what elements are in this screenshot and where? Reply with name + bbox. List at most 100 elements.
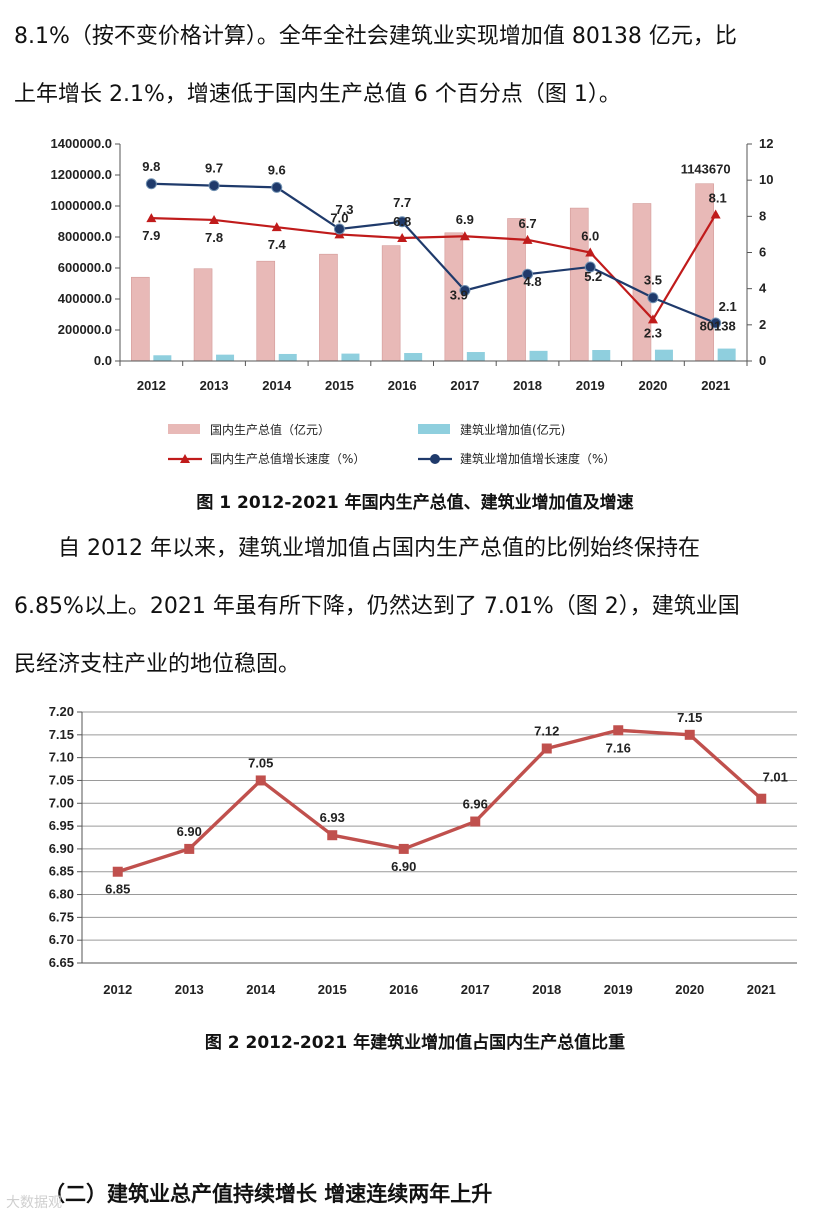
ratio-marker (255, 775, 266, 786)
gdp-growth-marker (647, 314, 658, 324)
ratio-line (117, 728, 763, 874)
y-right-tick-label: 12 (759, 136, 773, 151)
y-left-tick-label: 600000.0 (58, 260, 112, 275)
ratio-data-label: 7.05 (248, 755, 273, 770)
gdp-bar (193, 268, 213, 362)
construction-growth-data-label: 2.1 (719, 299, 737, 314)
y-tick-label: 7.20 (49, 704, 74, 719)
ratio-marker (470, 816, 481, 827)
construction-growth-marker (459, 284, 471, 296)
gdp-bar (319, 253, 338, 362)
construction-growth-marker (584, 261, 596, 273)
y-tick-label: 6.85 (49, 864, 74, 879)
construction-bar (278, 353, 297, 361)
y-tick-label: 6.95 (49, 818, 74, 833)
gdp-growth-data-label: 7.0 (330, 210, 348, 225)
construction-growth-marker (145, 178, 157, 190)
ratio-marker (541, 743, 552, 754)
construction-growth-data-label: 9.6 (268, 162, 286, 177)
y-left-tick-label: 400000.0 (58, 291, 112, 306)
construction-growth-line (151, 182, 717, 325)
ratio-data-label: 6.96 (463, 797, 488, 812)
ratio-marker (756, 793, 767, 804)
gdp-growth-marker (271, 222, 282, 232)
gdp-growth-data-label: 6.9 (456, 212, 474, 227)
construction-bar (404, 353, 423, 361)
y-right-tick-label: 8 (759, 208, 766, 223)
construction-growth-marker (522, 268, 534, 280)
figure-2-caption: 图 2 2012-2021 年建筑业增加值占国内生产总值比重 (204, 1033, 626, 1053)
ratio-marker (184, 843, 195, 854)
x-tick-label: 2012 (137, 378, 166, 393)
watermark-text: 大数据观 (6, 1195, 62, 1211)
y-tick-label: 6.90 (49, 841, 74, 856)
construction-growth-data-label: 7.3 (335, 202, 353, 217)
legend-marker (430, 454, 440, 464)
figure-2-chart: 6.65 6.70 6.75 6.80 6.85 6.90 6.95 7.00 7.05 7.10… (0, 700, 830, 1010)
x-tick-label: 2018 (513, 378, 542, 393)
section-heading: （二）建筑业总产值持续增长 增速连续两年上升 (44, 1182, 493, 1206)
paragraph-1-line-1: 8.1%（按不变价格计算）。全年全社会建筑业实现增加值 80138 亿元，比 (14, 24, 737, 49)
ratio-data-label: 7.16 (606, 740, 631, 755)
y-left-tick-label: 800000.0 (58, 229, 112, 244)
paragraph-1-line-2: 上年增长 2.1%，增速低于国内生产总值 6 个百分点（图 1）。 (14, 82, 621, 107)
ratio-data-label: 6.93 (320, 810, 345, 825)
ratio-data-label: 6.90 (177, 824, 202, 839)
ratio-marker (327, 830, 338, 841)
x-tick-label: 2020 (675, 982, 704, 997)
x-tick-label: 2017 (450, 378, 479, 393)
paragraph-2-line-2: 6.85%以上。2021 年虽有所下降，仍然达到了 7.01%（图 2），建筑业… (14, 594, 740, 619)
x-tick-label: 2013 (200, 378, 229, 393)
construction-bar (529, 350, 548, 361)
y-right-tick-label: 4 (759, 281, 767, 296)
paragraph-1: 8.1%（按不变价格计算）。全年全社会建筑业实现增加值 80138 亿元，比 上… (14, 8, 818, 124)
construction-bar (216, 354, 235, 361)
x-tick-label: 2020 (638, 378, 667, 393)
gdp-growth-data-label: 2.3 (644, 325, 662, 340)
construction-growth-data-label: 3.5 (644, 273, 662, 288)
figure-1-chart: 0.0 200000.0 400000.0 600000.0 800000.0 10000… (0, 128, 830, 478)
x-tick-label: 2014 (246, 982, 276, 997)
construction-growth-marker (710, 317, 722, 329)
construction-growth-data-label: 9.8 (142, 159, 160, 174)
x-tick-label: 2021 (701, 378, 730, 393)
x-tick-label: 2015 (318, 982, 347, 997)
ratio-marker (112, 866, 123, 877)
gdp-bar (695, 183, 714, 362)
x-tick-label: 2019 (576, 378, 605, 393)
y-right-tick-label: 0 (759, 353, 766, 368)
x-tick-label: 2021 (747, 982, 776, 997)
y-right-tick-label: 10 (759, 172, 773, 187)
y-left-tick-label: 200000.0 (58, 322, 112, 337)
ratio-data-label: 6.85 (105, 882, 130, 897)
legend-label: 建筑业增加值增长速度（%） (460, 451, 615, 466)
legend-swatch (168, 424, 200, 434)
x-tick-label: 2017 (461, 982, 490, 997)
gdp-growth-data-label: 6.7 (519, 216, 537, 231)
y-tick-label: 7.00 (49, 795, 74, 810)
paragraph-2-line-1: 自 2012 年以来，建筑业增加值占国内生产总值的比例始终保持在 (58, 536, 700, 561)
construction-growth-marker (396, 216, 408, 228)
y-tick-label: 6.70 (49, 932, 74, 947)
gdp-growth-marker (522, 234, 533, 244)
construction-bar (592, 350, 611, 361)
x-tick-label: 2014 (262, 378, 292, 393)
y-left-tick-label: 1400000.0 (51, 136, 112, 151)
gdp-growth-marker (459, 231, 470, 241)
chart-2-background (0, 700, 830, 1010)
gdp-bar (256, 260, 276, 362)
y-tick-label: 6.65 (49, 955, 74, 970)
legend-label: 国内生产总值增长速度（%） (210, 451, 365, 466)
y-tick-label: 6.75 (49, 909, 74, 924)
gdp-growth-data-label: 7.9 (142, 228, 160, 243)
construction-bar (153, 355, 172, 361)
y-tick-label: 7.10 (49, 750, 74, 765)
figure-1-caption: 图 1 2012-2021 年国内生产总值、建筑业增加值及增速 (196, 493, 634, 513)
ratio-marker (613, 725, 624, 736)
construction-bar (466, 352, 485, 361)
construction-growth-marker (208, 180, 220, 192)
legend-label: 国内生产总值（亿元） (210, 422, 330, 437)
construction-growth-data-label: 3.9 (450, 287, 468, 302)
construction-bar (717, 348, 736, 361)
x-tick-label: 2016 (389, 982, 418, 997)
